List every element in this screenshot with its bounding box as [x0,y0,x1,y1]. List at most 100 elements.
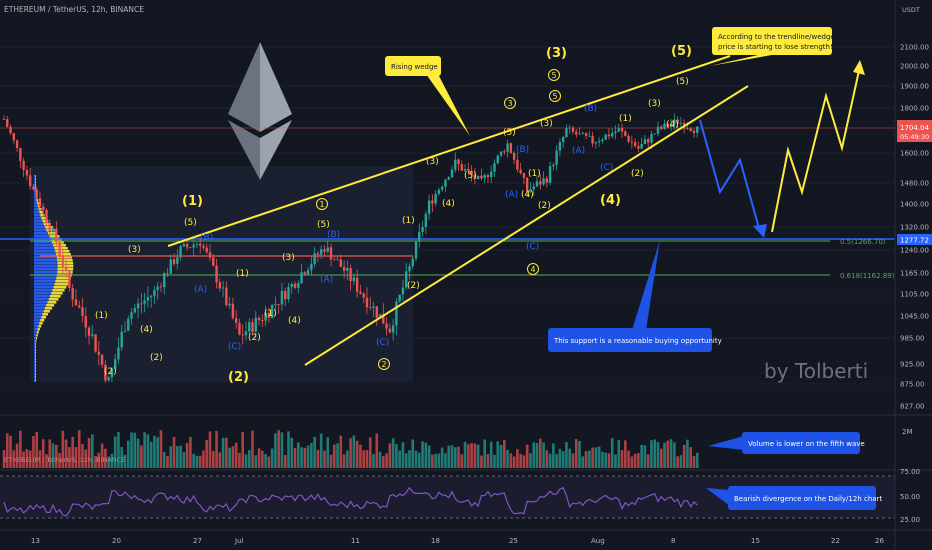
candle-body [414,240,418,259]
candle-body [643,139,647,145]
volume-bar [398,450,401,468]
candle-body [84,316,87,328]
candle-body [424,213,428,227]
volume-bar [261,450,264,468]
volume-bar [617,440,621,468]
vp-bar [34,217,42,220]
time-tick: 18 [431,537,440,545]
sub-label: (1) [264,309,277,319]
vp-bar [35,361,36,364]
candle-body [9,126,12,134]
volume-bar [516,449,519,468]
candle-body [267,312,271,318]
abc-label: (C) [228,342,241,352]
vp-bar [38,325,42,328]
vp-bar [34,265,58,268]
volume-bar [218,452,222,468]
vp-bar [53,286,67,289]
wedge-lower-trendline[interactable] [304,85,749,366]
support-price-badge: 1277.72 [897,234,932,245]
volume-bar [365,450,369,468]
vp-bar [34,343,36,346]
candle-body [297,283,300,288]
candle-body [35,189,38,199]
volume-bar [41,439,45,468]
vp-bar [35,379,36,382]
volume-bar [172,436,176,468]
volume-bar [620,450,624,468]
wave-label-3: (3) [546,46,567,61]
price-tick: 875.00 [900,381,925,389]
candle-body [51,228,55,232]
volume-bar [404,453,408,468]
volume-bar [257,448,261,468]
volume-bar [5,433,9,468]
wedge-upper-trendline[interactable] [167,55,731,247]
volume-bar [440,447,444,468]
volume-bar [189,436,192,468]
vp-bar [34,226,46,229]
volume-bar [604,452,607,468]
volume-bar [241,432,245,468]
sub-label: (3) [426,157,439,167]
volume-bar [342,454,346,468]
candle-body [71,287,74,300]
volume-bar [126,440,130,468]
candle-body [581,132,584,134]
volume-bar [9,435,12,468]
time-tick: Jul [234,537,244,545]
volume-note: Volume is lower on the fifth wave [748,440,865,448]
candle-body [172,259,176,264]
volume-bar [64,439,68,468]
volume-bar [38,450,42,468]
candle-body [212,257,215,266]
candle-body [401,287,405,295]
volume-bar [627,450,630,468]
candle-body [597,141,601,143]
volume-bar [506,450,509,468]
vp-bar [56,277,71,280]
candle-body [199,243,202,246]
sub-label: (2) [104,367,117,377]
fib-05-label: 0.5(1266.70) [840,238,886,246]
candle-body [319,249,323,255]
price-tick: 2100.00 [900,44,929,52]
volume-bar [676,456,679,468]
volume-bar [637,453,640,468]
candle-body [169,259,172,274]
vp-bar [34,289,53,292]
volume-bar [493,454,496,468]
trendline-callout[interactable]: According to the trendline/wedge price i… [710,27,835,66]
candle-body [575,131,578,135]
volume-bar [633,453,637,468]
rsi-callout[interactable]: Bearish divergence on the Daily/12h char… [706,486,882,510]
candle-body [316,253,320,255]
volume-bar [326,437,330,468]
sub-label: (4) [521,190,534,200]
volume-bar [692,456,696,468]
candle-body [411,258,414,267]
volume-bar [538,438,542,468]
volume-bar [313,436,316,468]
candle-body [359,291,362,294]
volume-callout[interactable]: Volume is lower on the fifth wave [708,432,865,454]
volume-bar [568,448,572,468]
candle-body [117,347,120,360]
volume-bar [529,453,532,468]
rsi-note: Bearish divergence on the Daily/12h char… [734,495,882,503]
volume-bar [548,453,552,468]
support-callout[interactable]: This support is a reasonable buying oppo… [548,240,722,352]
candle-body [97,351,101,355]
volume-bar [205,439,209,468]
rsi-tick: 75.00 [900,468,920,476]
rising-wedge-callout[interactable]: Rising wedge [385,56,470,136]
vp-bar [44,307,53,310]
sub-label: (2) [248,333,261,343]
abc-label: (A) [572,146,585,156]
volume-bar [195,455,199,468]
vp-bar [34,307,45,310]
volume-bar [349,438,352,468]
candle-body [679,123,683,124]
vp-bar [34,256,57,259]
